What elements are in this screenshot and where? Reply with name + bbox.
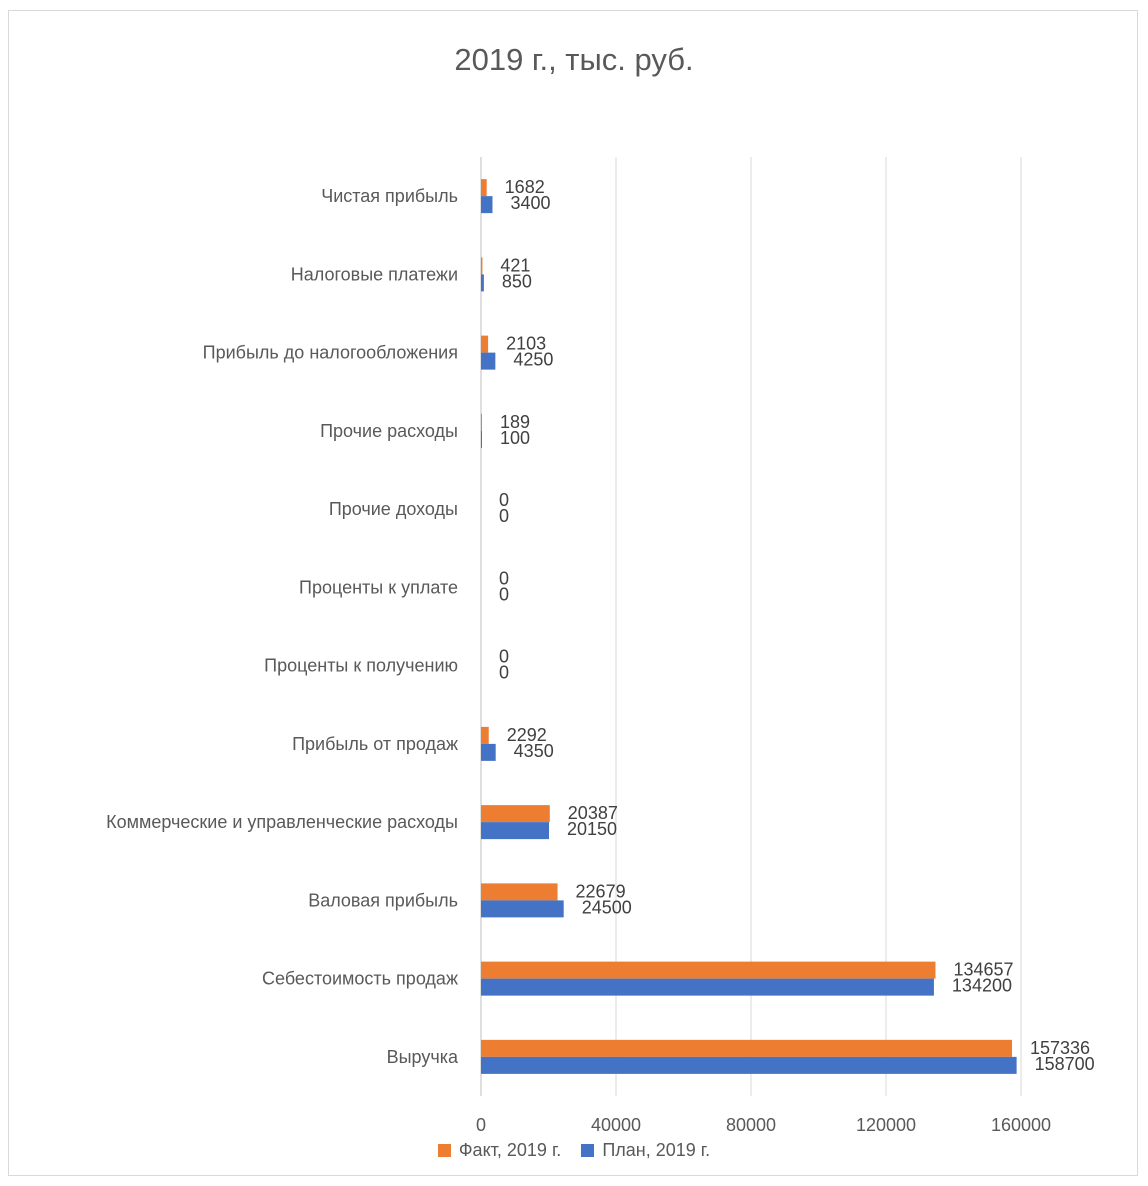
legend-item-plan: План, 2019 г. bbox=[581, 1140, 710, 1161]
category-label: Проценты к уплате bbox=[299, 577, 458, 597]
bar-plan bbox=[481, 196, 493, 214]
category-label: Чистая прибыль bbox=[321, 186, 458, 206]
data-label-plan: 850 bbox=[502, 271, 532, 291]
bar-fact bbox=[481, 805, 550, 823]
legend-label-plan: План, 2019 г. bbox=[602, 1140, 711, 1160]
category-label: Выручка bbox=[387, 1047, 459, 1067]
data-label-fact: 0 bbox=[499, 647, 509, 667]
data-label-plan: 4350 bbox=[514, 741, 554, 761]
data-label-plan: 3400 bbox=[510, 193, 550, 213]
legend-swatch-fact bbox=[437, 1144, 451, 1157]
bar-fact bbox=[481, 335, 489, 353]
data-label-plan: 0 bbox=[499, 506, 509, 526]
x-tick-label: 40000 bbox=[591, 1115, 641, 1135]
bar-fact bbox=[481, 961, 936, 979]
bar-fact bbox=[481, 413, 482, 431]
data-label-plan: 24500 bbox=[582, 897, 632, 917]
data-label-plan: 158700 bbox=[1035, 1054, 1095, 1074]
data-label-fact: 2292 bbox=[507, 725, 547, 745]
bar-fact bbox=[481, 257, 483, 275]
data-label-fact: 134657 bbox=[953, 960, 1013, 980]
bar-plan bbox=[481, 978, 934, 996]
data-label-plan: 100 bbox=[500, 428, 530, 448]
bar-fact bbox=[481, 883, 558, 901]
bar-fact bbox=[481, 726, 489, 744]
chart-legend: Факт, 2019 г. План, 2019 г. bbox=[0, 1140, 1148, 1161]
category-label: Прибыль от продаж bbox=[292, 734, 458, 754]
chart-title: 2019 г., тыс. руб. bbox=[454, 42, 694, 77]
data-label-fact: 0 bbox=[499, 568, 509, 588]
data-label-plan: 0 bbox=[499, 584, 509, 604]
data-label-fact: 0 bbox=[499, 490, 509, 510]
x-tick-label: 0 bbox=[476, 1115, 486, 1135]
legend-item-fact: Факт, 2019 г. bbox=[437, 1140, 562, 1161]
bar-plan bbox=[481, 352, 496, 370]
data-label-plan: 134200 bbox=[952, 976, 1012, 996]
bar-plan bbox=[481, 900, 564, 918]
legend-label-fact: Факт, 2019 г. bbox=[458, 1140, 562, 1160]
bar-fact bbox=[481, 179, 487, 197]
data-label-fact: 1682 bbox=[505, 177, 545, 197]
x-tick-label: 120000 bbox=[856, 1115, 916, 1135]
category-label: Налоговые платежи bbox=[291, 264, 458, 284]
data-label-fact: 20387 bbox=[568, 803, 618, 823]
data-label-fact: 421 bbox=[500, 255, 530, 275]
bar-plan bbox=[481, 1056, 1017, 1074]
bar-plan bbox=[481, 430, 482, 448]
x-tick-label: 80000 bbox=[726, 1115, 776, 1135]
data-label-fact: 189 bbox=[500, 412, 530, 432]
data-label-plan: 4250 bbox=[513, 350, 553, 370]
data-label-plan: 0 bbox=[499, 663, 509, 683]
category-label: Коммерческие и управленческие расходы bbox=[106, 812, 458, 832]
category-label: Проценты к получению bbox=[264, 656, 458, 676]
category-label: Прочие расходы bbox=[320, 421, 458, 441]
category-label: Себестоимость продаж bbox=[262, 969, 458, 989]
bar-plan bbox=[481, 743, 496, 761]
data-label-fact: 2103 bbox=[506, 334, 546, 354]
bar-plan bbox=[481, 274, 484, 292]
data-label-fact: 157336 bbox=[1030, 1038, 1090, 1058]
legend-swatch-plan bbox=[581, 1144, 595, 1157]
data-label-fact: 22679 bbox=[576, 881, 626, 901]
x-tick-label: 160000 bbox=[991, 1115, 1051, 1135]
bar-fact bbox=[481, 1039, 1013, 1057]
category-label: Прибыль до налогообложения bbox=[203, 343, 458, 363]
data-label-plan: 20150 bbox=[567, 819, 617, 839]
bar-plan bbox=[481, 822, 550, 840]
category-label: Прочие доходы bbox=[329, 499, 458, 519]
category-label: Валовая прибыль bbox=[308, 890, 458, 910]
